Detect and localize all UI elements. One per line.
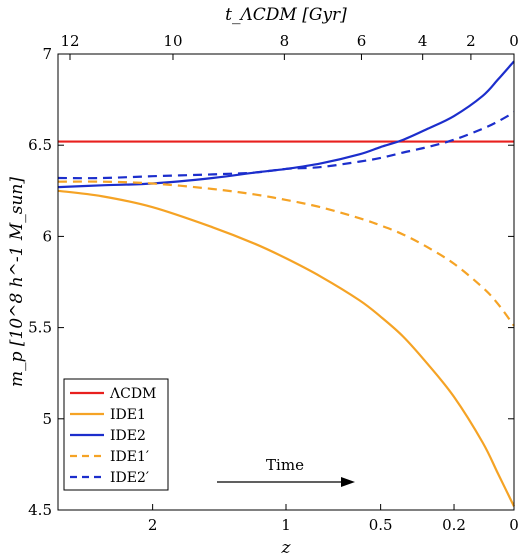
legend-label: ΛCDM <box>109 386 156 402</box>
top-tick-label: 4 <box>418 32 428 50</box>
series-line-IDE1 <box>57 189 515 507</box>
x-tick-label: 1 <box>281 516 291 534</box>
top-tick-label: 2 <box>466 32 476 50</box>
series-line-IDE1′ <box>57 180 515 327</box>
y-tick-label: 6.5 <box>28 136 52 154</box>
x-axis-label: z <box>281 538 292 558</box>
x-tick-label: 0.2 <box>442 516 466 534</box>
top-tick-label: 6 <box>357 32 367 50</box>
x-tick-label: 0 <box>509 516 519 534</box>
top-tick-label: 0 <box>509 32 519 50</box>
bottom-x-axis: 2 1 0.5 0.2 0 <box>148 504 519 534</box>
y-tick-label: 4.5 <box>28 501 52 519</box>
y-axis-label: m_p [10^8 h^-1 M_sun] <box>7 177 27 387</box>
y-tick-label: 7 <box>42 45 52 63</box>
legend-label: IDE2 <box>110 428 146 444</box>
top-x-axis: 12 10 8 6 4 2 0 <box>60 32 519 60</box>
top-tick-label: 10 <box>163 32 182 50</box>
top-tick-label: 12 <box>60 32 79 50</box>
top-x-axis-label: t_ΛCDM [Gyr] <box>225 5 347 25</box>
legend-label: IDE1′ <box>110 449 149 465</box>
y-axis: 4.5 5 5.5 6 6.5 7 <box>28 45 514 519</box>
y-tick-label: 5.5 <box>28 319 52 337</box>
curves-group <box>57 60 515 507</box>
time-annotation-text: Time <box>266 456 304 474</box>
y-tick-label: 5 <box>42 410 52 428</box>
series-line-IDE2 <box>57 60 515 189</box>
x-tick-label: 2 <box>148 516 158 534</box>
legend: ΛCDM IDE1 IDE2 IDE1′ IDE2′ <box>63 378 169 491</box>
top-tick-label: 8 <box>280 32 290 50</box>
series-line-IDE2′ <box>57 111 515 180</box>
legend-label: IDE1 <box>110 407 146 423</box>
y-tick-label: 6 <box>42 227 52 245</box>
arrowhead-icon <box>341 477 355 487</box>
x-tick-label: 0.5 <box>369 516 393 534</box>
time-annotation: Time <box>217 456 355 487</box>
legend-label: IDE2′ <box>110 470 149 486</box>
